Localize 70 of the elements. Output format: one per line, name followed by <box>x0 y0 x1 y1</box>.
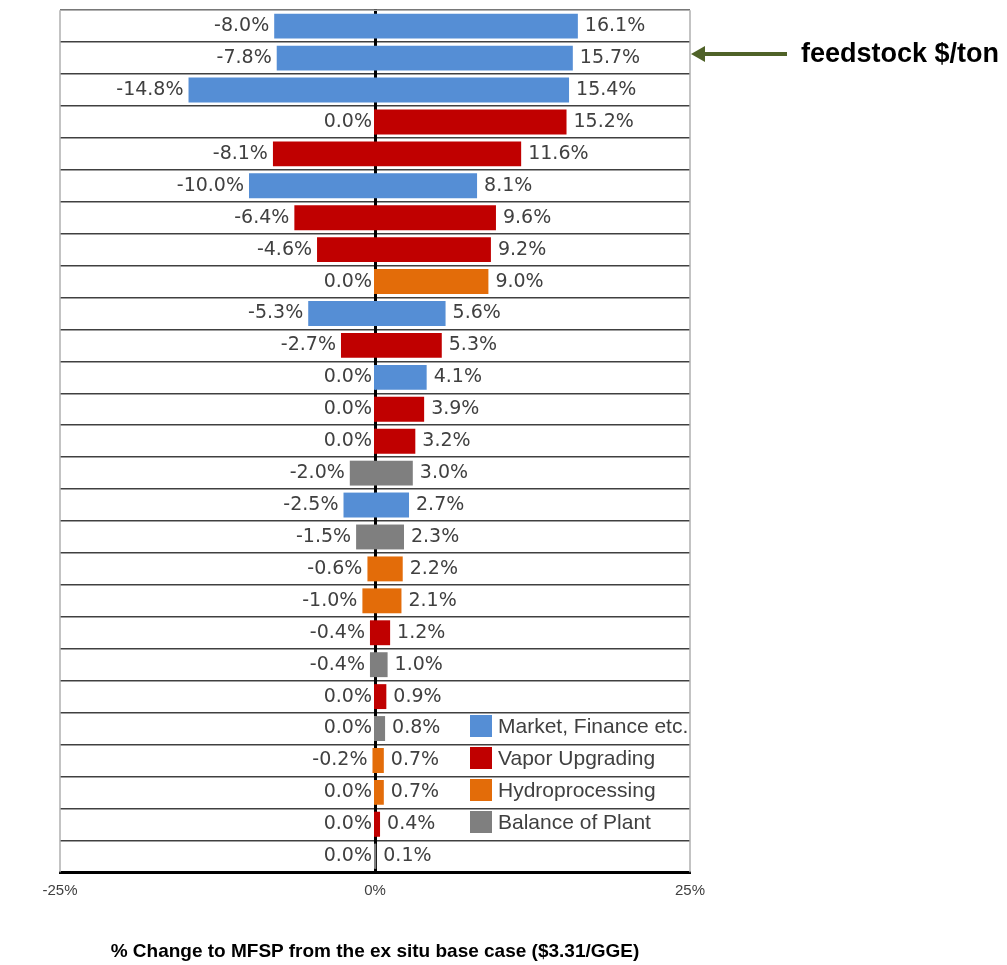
x-axis-title: % Change to MFSP from the ex situ base case ($3.31/GGE) <box>110 939 640 961</box>
data-label: 16.1% <box>584 13 646 36</box>
data-label: -0.6% <box>307 555 363 578</box>
data-label: 15.2% <box>573 108 634 131</box>
data-label: 0.0% <box>323 683 372 706</box>
legend-label: Vapor Upgrading <box>498 746 656 771</box>
bar <box>375 748 384 773</box>
legend-label: Balance of Plant <box>498 810 651 835</box>
data-label: 15.7% <box>579 45 641 68</box>
data-label: 1.2% <box>397 619 446 642</box>
data-label: 0.9% <box>393 683 442 706</box>
bar <box>375 364 427 390</box>
data-label: 9.6% <box>502 204 552 227</box>
data-label: -5.3% <box>248 300 304 323</box>
data-label: 0.7% <box>390 747 440 770</box>
data-label: 0.0% <box>323 364 372 387</box>
data-label: 3.0% <box>419 460 469 483</box>
data-label: 0.0% <box>323 779 372 802</box>
data-label: -7.8% <box>216 45 272 68</box>
data-label: 0.0% <box>323 268 372 291</box>
data-label: -6.4% <box>234 204 290 227</box>
legend-label: Hydroprocessing <box>498 778 656 803</box>
data-label: 0.0% <box>323 811 372 834</box>
bar <box>375 716 386 741</box>
bar <box>375 109 567 135</box>
data-label: 15.4% <box>576 76 637 99</box>
data-label: -8.0% <box>214 13 270 36</box>
legend-label: Market, Finance etc. <box>498 714 689 739</box>
bar <box>375 269 489 295</box>
data-label: 0.0% <box>323 715 372 738</box>
data-label: 2.7% <box>416 491 465 514</box>
data-label: 0.7% <box>390 779 440 802</box>
data-label: 0.0% <box>323 396 372 419</box>
data-label: 0.0% <box>323 428 372 451</box>
data-label: -4.6% <box>256 236 313 259</box>
data-label: 1.0% <box>394 651 443 674</box>
data-label: -10.0% <box>176 172 244 195</box>
data-label: 9.2% <box>497 236 547 259</box>
bar <box>375 428 416 454</box>
data-label: -2.0% <box>289 460 345 483</box>
data-label: -1.0% <box>302 587 358 610</box>
data-label: -0.2% <box>312 747 368 770</box>
data-label: 5.3% <box>448 332 498 355</box>
data-label: -0.4% <box>309 651 365 674</box>
data-label: 11.6% <box>528 140 589 163</box>
data-label: -2.7% <box>280 332 336 355</box>
data-label: -2.5% <box>283 491 339 514</box>
data-label: 2.2% <box>409 555 458 578</box>
data-label: -14.8% <box>116 76 184 99</box>
data-label: 0.0% <box>323 843 372 866</box>
data-label: 9.0% <box>495 268 544 291</box>
x-tick-label: -25% <box>42 881 78 899</box>
data-label: 3.9% <box>431 396 480 419</box>
data-label: -1.5% <box>295 523 352 546</box>
x-tick-label: 25% <box>674 881 706 899</box>
data-label: 0.8% <box>392 715 441 738</box>
data-label: 2.3% <box>410 523 460 546</box>
data-label: 5.6% <box>452 300 501 323</box>
x-tick-label: 0% <box>364 881 386 899</box>
data-label: -8.1% <box>212 140 268 163</box>
text: feedstock $/ton <box>800 38 999 69</box>
data-label: 3.2% <box>422 428 471 451</box>
data-label: -0.4% <box>309 619 365 642</box>
data-label: 0.0% <box>323 108 372 131</box>
data-label: 4.1% <box>433 364 482 387</box>
data-label: 0.4% <box>387 811 436 834</box>
data-label: 2.1% <box>408 587 457 610</box>
data-label: 0.1% <box>383 843 432 866</box>
bar <box>375 396 425 422</box>
data-label: 8.1% <box>484 172 533 195</box>
